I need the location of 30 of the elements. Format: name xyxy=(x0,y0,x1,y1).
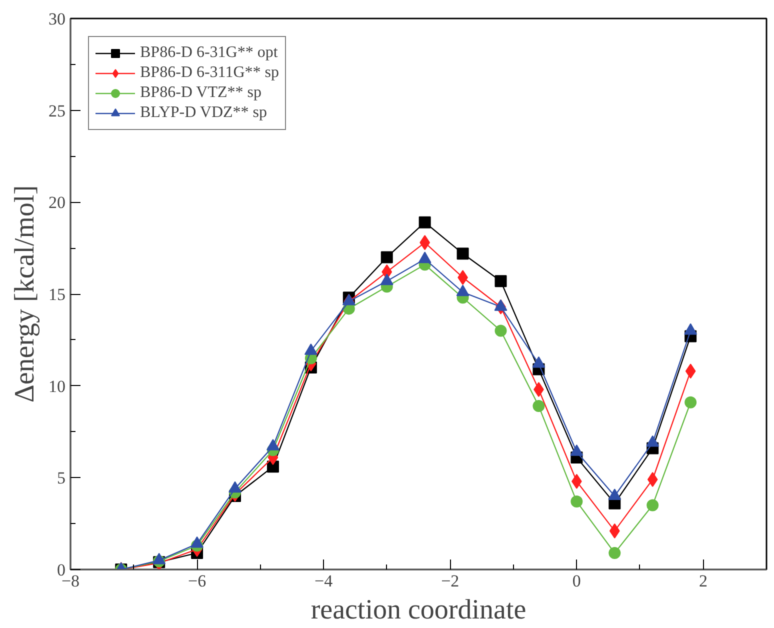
point xyxy=(685,364,696,379)
point xyxy=(494,275,507,288)
point xyxy=(532,400,545,412)
point xyxy=(608,546,621,559)
point xyxy=(456,248,469,260)
point xyxy=(418,216,431,228)
x-tick-label: 2 xyxy=(698,572,708,590)
x-tick-label: 0 xyxy=(572,572,581,590)
x-tick-label: −2 xyxy=(441,572,460,590)
x-tick-label: −4 xyxy=(314,572,334,590)
y-tick-label: 5 xyxy=(57,468,66,488)
legend-label: BP86-D 6-31G** opt xyxy=(140,44,278,62)
y-tick-label: 25 xyxy=(48,101,66,120)
point xyxy=(646,499,659,512)
legend-label: BP86-D 6-311G** sp xyxy=(140,64,279,82)
x-tick-label: −6 xyxy=(188,572,206,590)
point xyxy=(609,523,620,538)
legend-label: BLYP-D VDZ** sp xyxy=(140,104,267,122)
y-tick-label: 10 xyxy=(48,376,66,396)
y-tick-label: 30 xyxy=(48,10,66,28)
point xyxy=(570,496,583,508)
y-tick-label: 20 xyxy=(48,193,66,212)
point xyxy=(380,251,393,264)
point xyxy=(647,472,658,488)
y-tick-label: 15 xyxy=(48,285,66,304)
point xyxy=(494,324,507,337)
legend-label: BP86-D VTZ** sp xyxy=(140,84,262,102)
x-axis-title: reaction coordinate xyxy=(310,594,526,626)
y-axis-title: Δenergy [kcal/mol] xyxy=(10,185,40,403)
point xyxy=(684,396,697,408)
